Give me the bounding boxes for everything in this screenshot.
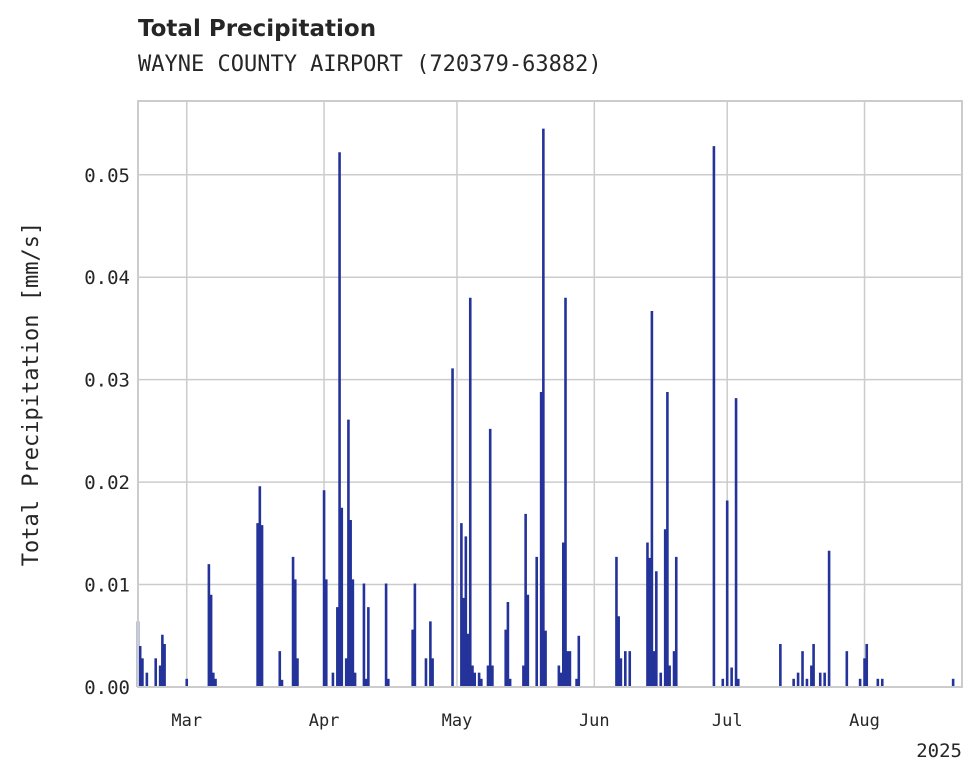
y-tick-label: 0.05 bbox=[84, 165, 130, 187]
x-tick-label: Mar bbox=[171, 711, 202, 731]
chart-subtitle: WAYNE COUNTY AIRPORT (720379-63882) bbox=[138, 52, 602, 77]
plot-frame bbox=[137, 100, 963, 688]
y-tick-label: 0.01 bbox=[84, 575, 130, 597]
x-tick-label: Aug bbox=[849, 711, 880, 731]
year-label: 2025 bbox=[916, 740, 962, 762]
y-tick-label: 0.03 bbox=[84, 370, 130, 392]
y-tick-label: 0.04 bbox=[84, 267, 130, 289]
x-axis: Mar Apr May Jun Jul Aug bbox=[171, 711, 880, 731]
y-tick-label: 0.00 bbox=[84, 677, 130, 699]
x-tick-label: Jun bbox=[579, 711, 610, 731]
y-tick-label: 0.02 bbox=[84, 472, 130, 494]
y-axis: 0.00 0.01 0.02 0.03 0.04 0.05 bbox=[84, 165, 130, 699]
chart-title: Total Precipitation bbox=[138, 16, 377, 42]
y-axis-label: Total Precipitation [mm/s] bbox=[19, 222, 44, 566]
x-tick-label: Apr bbox=[309, 711, 340, 731]
x-tick-label: Jul bbox=[712, 711, 743, 731]
bar-series bbox=[136, 128, 955, 687]
x-tick-label: May bbox=[442, 711, 473, 731]
